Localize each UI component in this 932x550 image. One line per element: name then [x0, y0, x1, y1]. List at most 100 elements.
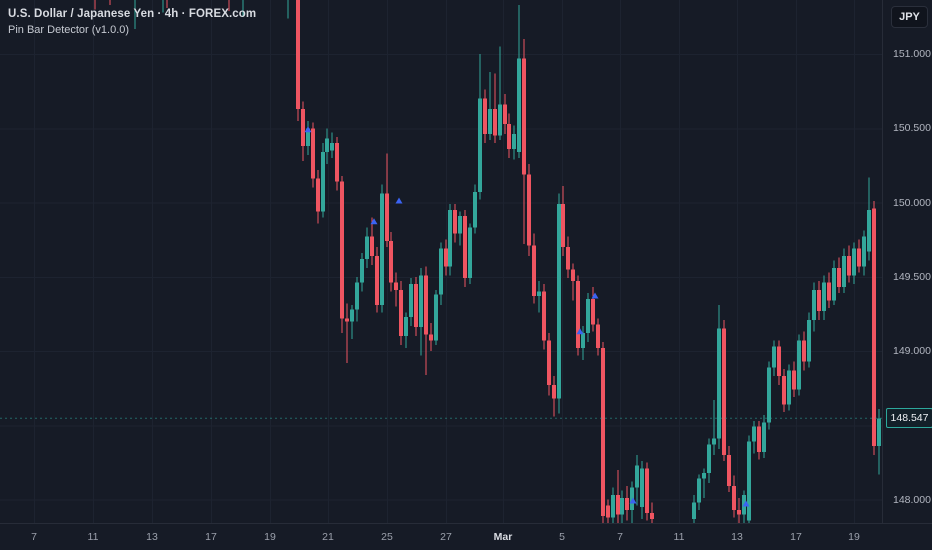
- candle-body: [419, 275, 423, 328]
- candle-wick: [134, 0, 136, 29]
- pin-bar-marker-icon: [304, 126, 312, 133]
- candles-layer: [94, 0, 881, 523]
- last-price-value: 148.547: [890, 412, 929, 425]
- candle-body: [375, 255, 379, 305]
- candle-body: [296, 0, 300, 109]
- price-tick-label: 150.000: [893, 196, 931, 209]
- price-axis[interactable]: JPY 151.000 150.500 150.000 149.500 149.000 1…: [882, 0, 932, 523]
- candle-body: [488, 108, 492, 135]
- time-tick-label: 13: [731, 531, 743, 543]
- candle-body: [527, 174, 531, 246]
- time-tick-label: 19: [264, 531, 276, 543]
- candle-body: [507, 123, 511, 150]
- candle-body: [444, 248, 448, 267]
- candle-body: [512, 134, 516, 150]
- candle-body: [453, 209, 457, 234]
- candle-wick: [346, 303, 348, 363]
- candle-body: [439, 248, 443, 295]
- candle-body: [777, 346, 781, 377]
- candle-body: [316, 178, 320, 212]
- candle-body: [340, 181, 344, 319]
- time-tick-label: 5: [559, 531, 565, 543]
- time-tick-label: 19: [848, 531, 860, 543]
- candle-body: [857, 248, 861, 267]
- candle-body: [697, 478, 701, 503]
- candle-body: [493, 108, 497, 136]
- candle-body: [311, 128, 315, 179]
- candle-body: [727, 454, 731, 487]
- candlestick-chart[interactable]: [0, 0, 882, 523]
- candle-body: [414, 284, 418, 328]
- candle-body: [399, 290, 403, 337]
- candle-body: [498, 104, 502, 136]
- candle-body: [345, 318, 349, 322]
- pin-bar-marker-icon: [591, 292, 599, 299]
- candle-body: [591, 299, 595, 325]
- candle-wick: [713, 400, 715, 455]
- candle-body: [478, 98, 482, 193]
- candle-wick: [494, 73, 496, 144]
- candle-body: [827, 282, 831, 301]
- candle-body: [330, 143, 334, 151]
- candle-wick: [166, 0, 168, 8]
- time-tick-label: 13: [146, 531, 158, 543]
- candle-body: [732, 486, 736, 510]
- candle-body: [385, 193, 389, 242]
- candle-body: [762, 422, 766, 452]
- candle-body: [640, 468, 644, 507]
- candle-body: [737, 509, 741, 515]
- candle-body: [712, 438, 716, 445]
- candle-body: [842, 255, 846, 288]
- candle-body: [837, 267, 841, 288]
- candle-body: [557, 203, 561, 399]
- candle-body: [429, 334, 433, 341]
- candle-body: [542, 291, 546, 341]
- candle-body: [458, 215, 462, 234]
- price-tick-label: 151.000: [893, 48, 931, 60]
- candle-body: [552, 385, 556, 399]
- candle-wick: [489, 71, 491, 141]
- candle-body: [717, 328, 721, 439]
- candle-body: [360, 258, 364, 283]
- candle-body: [832, 267, 836, 301]
- candle-wick: [499, 46, 501, 141]
- candle-body: [692, 502, 696, 519]
- candle-body: [321, 152, 325, 212]
- candle-body: [566, 247, 570, 270]
- time-axis[interactable]: 7 11 13 17 19 21 25 27 Mar 5 7 11 13 17 19: [0, 523, 932, 550]
- pin-bar-marker-icon: [742, 500, 750, 507]
- candle-body: [448, 209, 452, 267]
- candle-body: [616, 495, 620, 515]
- price-chart-pane[interactable]: U.S. Dollar / Japanese Yen · 4h · FOREX.…: [0, 0, 882, 523]
- time-tick-label: 7: [617, 531, 623, 543]
- candle-body: [812, 290, 816, 320]
- candle-wick: [94, 0, 96, 10]
- candle-body: [630, 487, 634, 510]
- candle-body: [802, 340, 806, 362]
- candle-wick: [651, 502, 653, 523]
- pin-bar-marker-icon: [629, 497, 637, 504]
- candle-body: [752, 426, 756, 442]
- pin-bar-marker-icon: [395, 197, 403, 204]
- candle-body: [601, 348, 605, 516]
- candle-body: [365, 236, 369, 259]
- price-tick-label: 149.500: [893, 270, 931, 283]
- time-tick-label: 27: [440, 531, 452, 543]
- pin-bar-markers: [304, 126, 750, 507]
- candle-body: [625, 498, 629, 510]
- candle-body: [517, 58, 521, 153]
- time-tick-label: 25: [381, 531, 393, 543]
- candle-body: [325, 138, 329, 153]
- time-tick-label: 17: [205, 531, 217, 543]
- candle-wick: [242, 0, 244, 17]
- candle-body: [822, 282, 826, 311]
- time-tick-label: 17: [790, 531, 802, 543]
- currency-unit-button[interactable]: JPY: [891, 6, 928, 28]
- candle-body: [807, 319, 811, 362]
- candle-body: [389, 241, 393, 283]
- candle-wick: [228, 0, 230, 11]
- time-tick-label: 11: [87, 531, 99, 543]
- candle-body: [503, 104, 507, 124]
- candle-body: [335, 143, 339, 182]
- candle-body: [767, 367, 771, 423]
